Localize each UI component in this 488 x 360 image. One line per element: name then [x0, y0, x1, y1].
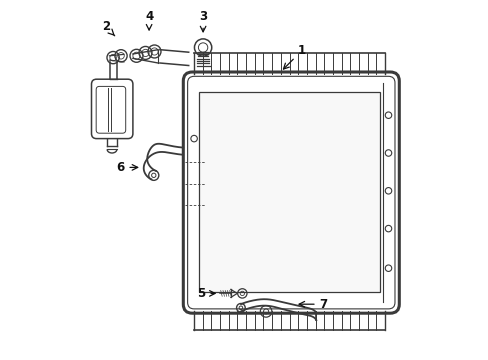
- Bar: [199, 92, 379, 292]
- Text: 1: 1: [283, 44, 305, 69]
- Text: 4: 4: [144, 10, 153, 30]
- Text: 3: 3: [199, 10, 207, 32]
- Text: 5: 5: [197, 287, 215, 300]
- Text: 2: 2: [102, 21, 115, 36]
- Text: 7: 7: [299, 298, 327, 311]
- Text: 6: 6: [116, 161, 138, 174]
